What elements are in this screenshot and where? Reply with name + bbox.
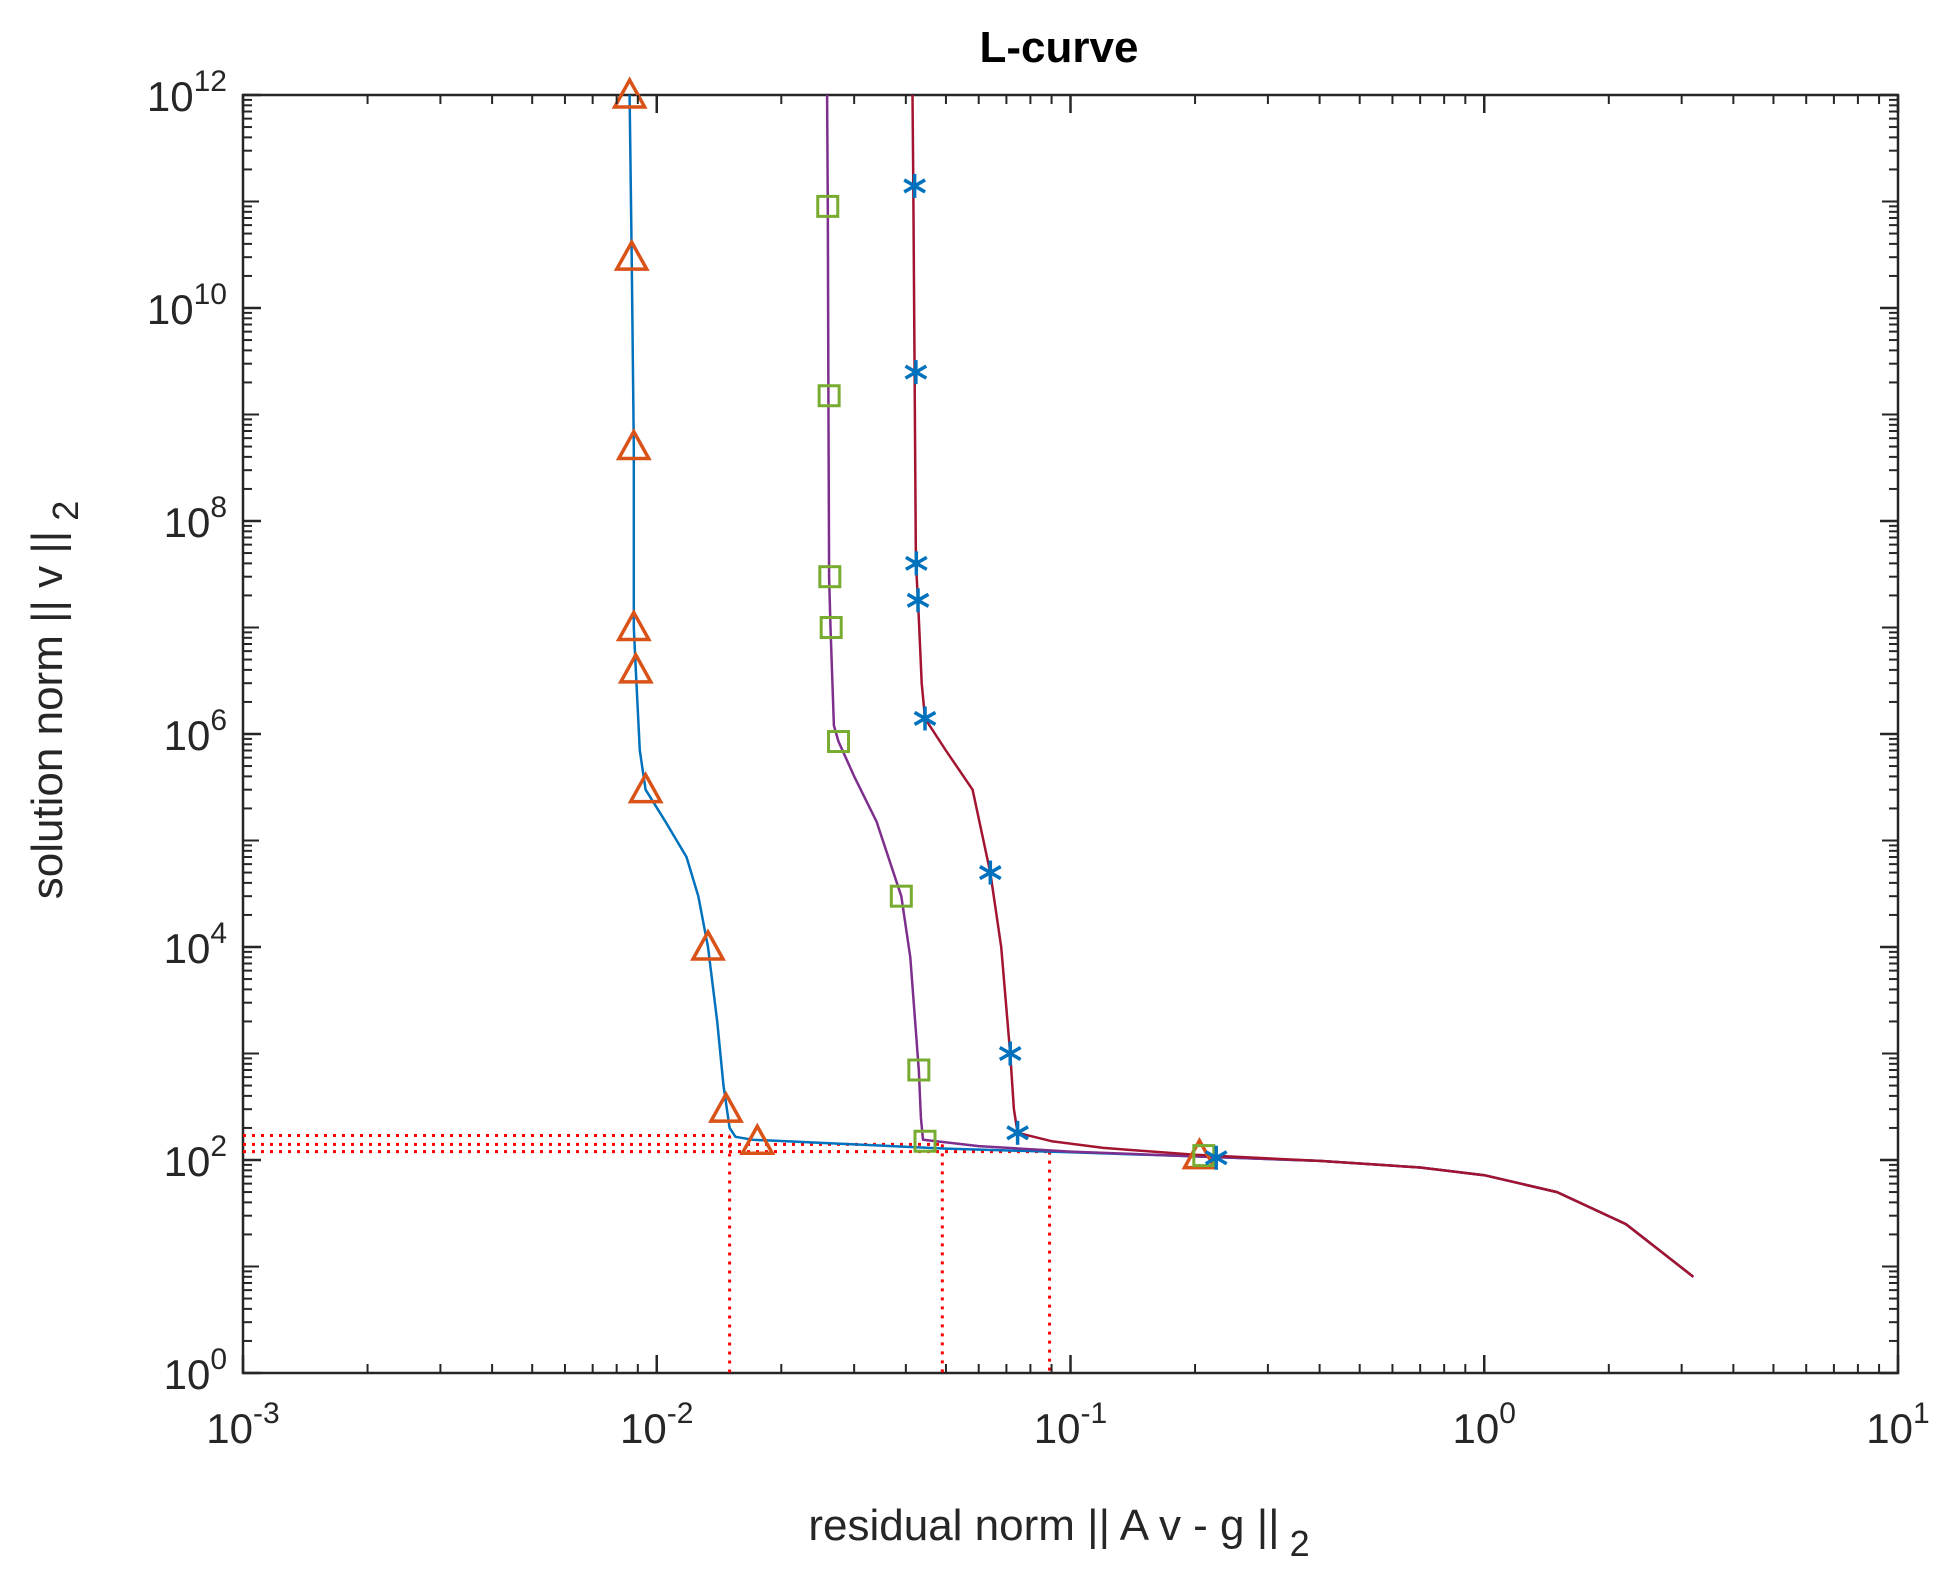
curve-3-marker	[903, 173, 926, 198]
y-tick-label: 106	[164, 704, 227, 759]
curve-2-marker	[889, 884, 913, 908]
x-tick-label-base: 10	[1453, 1405, 1500, 1452]
y-axis-label-main: solution norm || v ||	[23, 531, 72, 900]
asterisk-stroke	[998, 1045, 1022, 1062]
y-tick-label: 108	[164, 491, 227, 546]
curve-2-marker	[907, 1058, 931, 1082]
x-tick-label-exponent: 0	[1499, 1397, 1516, 1430]
y-tick-label: 100	[164, 1343, 227, 1398]
curve-3-marker	[978, 860, 1002, 885]
asterisk-stroke	[1204, 1150, 1228, 1166]
curve-2-marker	[816, 194, 840, 218]
curve-1-marker	[617, 651, 654, 684]
reference-lines	[243, 1133, 1052, 1373]
x-tick-label-base: 10	[1866, 1405, 1913, 1452]
x-tick-label: 100	[1453, 1397, 1516, 1452]
curve-2-marker	[819, 616, 843, 639]
x-axis-label-main: residual norm || A v - g ||	[808, 1501, 1279, 1550]
curve-1-marker	[615, 427, 652, 461]
curve-1-marker	[615, 608, 652, 642]
y-tick-label-exponent: 8	[210, 491, 227, 524]
series-layer	[611, 76, 1695, 1278]
curve-1-marker	[708, 1090, 744, 1123]
curve-3-marker	[998, 1041, 1022, 1066]
chart-title: L-curve	[980, 23, 1139, 72]
x-axis-label: residual norm || A v - g || 2	[808, 1501, 1309, 1564]
curve-3-marker	[1006, 1120, 1029, 1145]
asterisk-stroke	[913, 710, 937, 726]
axes: 10-3 10-2 10-1 100 1011001021041061081010101…	[147, 65, 1930, 1452]
x-tick-label: 101	[1866, 1397, 1929, 1452]
y-tick-label-base: 10	[164, 712, 211, 759]
asterisk-stroke	[903, 178, 926, 194]
y-tick-label-exponent: 10	[194, 278, 227, 311]
x-tick-label-base: 10	[620, 1405, 667, 1452]
y-tick-label-base: 10	[147, 73, 194, 120]
y-tick-label: 102	[164, 1130, 227, 1185]
x-tick-label: 10-1	[1034, 1397, 1107, 1452]
y-tick-label-exponent: 0	[210, 1343, 227, 1376]
curve-2-marker	[827, 730, 851, 754]
x-tick-label-exponent: -2	[667, 1397, 694, 1430]
asterisk-stroke	[978, 865, 1002, 881]
curve-2-marker	[818, 565, 842, 589]
curve-2-marker	[913, 1129, 937, 1153]
y-tick-label-base: 10	[164, 499, 211, 546]
curve-2-marker	[817, 384, 841, 408]
x-axis-label-subscript: 2	[1290, 1523, 1310, 1564]
curve-3-marker	[906, 588, 930, 613]
curve-3-marker	[905, 551, 928, 576]
asterisk-stroke	[904, 364, 928, 380]
y-tick-label-exponent: 6	[210, 704, 227, 737]
x-tick-label-exponent: -3	[253, 1397, 280, 1430]
x-tick-label-base: 10	[1034, 1405, 1081, 1452]
curve-1-marker	[690, 928, 726, 961]
asterisk-stroke	[1006, 1125, 1029, 1141]
curve-3-marker	[913, 706, 937, 731]
x-tick-label-base: 10	[206, 1405, 253, 1452]
curve-3-marker	[904, 360, 928, 385]
y-tick-label-base: 10	[147, 286, 194, 333]
curve-1-marker	[739, 1122, 776, 1155]
y-axis-label-subscript: 2	[45, 501, 86, 521]
asterisk-stroke	[905, 555, 928, 571]
x-tick-label-exponent: -1	[1081, 1397, 1108, 1430]
curve-1-marker	[627, 771, 664, 804]
curve-1-marker	[613, 238, 650, 271]
curve-1-marker	[611, 76, 648, 109]
y-tick-label-exponent: 12	[194, 65, 227, 98]
y-tick-label: 104	[164, 917, 227, 972]
y-tick-label-exponent: 4	[210, 917, 227, 950]
y-tick-label-exponent: 2	[210, 1130, 227, 1163]
y-tick-label: 1010	[147, 278, 227, 333]
curve-3-marker	[1204, 1145, 1228, 1170]
y-tick-label-base: 10	[164, 1138, 211, 1185]
x-tick-label-exponent: 1	[1913, 1397, 1930, 1430]
y-tick-label-base: 10	[164, 1351, 211, 1398]
x-tick-label: 10-3	[206, 1397, 279, 1452]
x-tick-label: 10-2	[620, 1397, 693, 1452]
y-axis-label: solution norm || v || 2	[23, 501, 86, 900]
y-tick-label-base: 10	[164, 925, 211, 972]
y-tick-label: 1012	[147, 65, 227, 120]
asterisk-stroke	[906, 592, 930, 608]
